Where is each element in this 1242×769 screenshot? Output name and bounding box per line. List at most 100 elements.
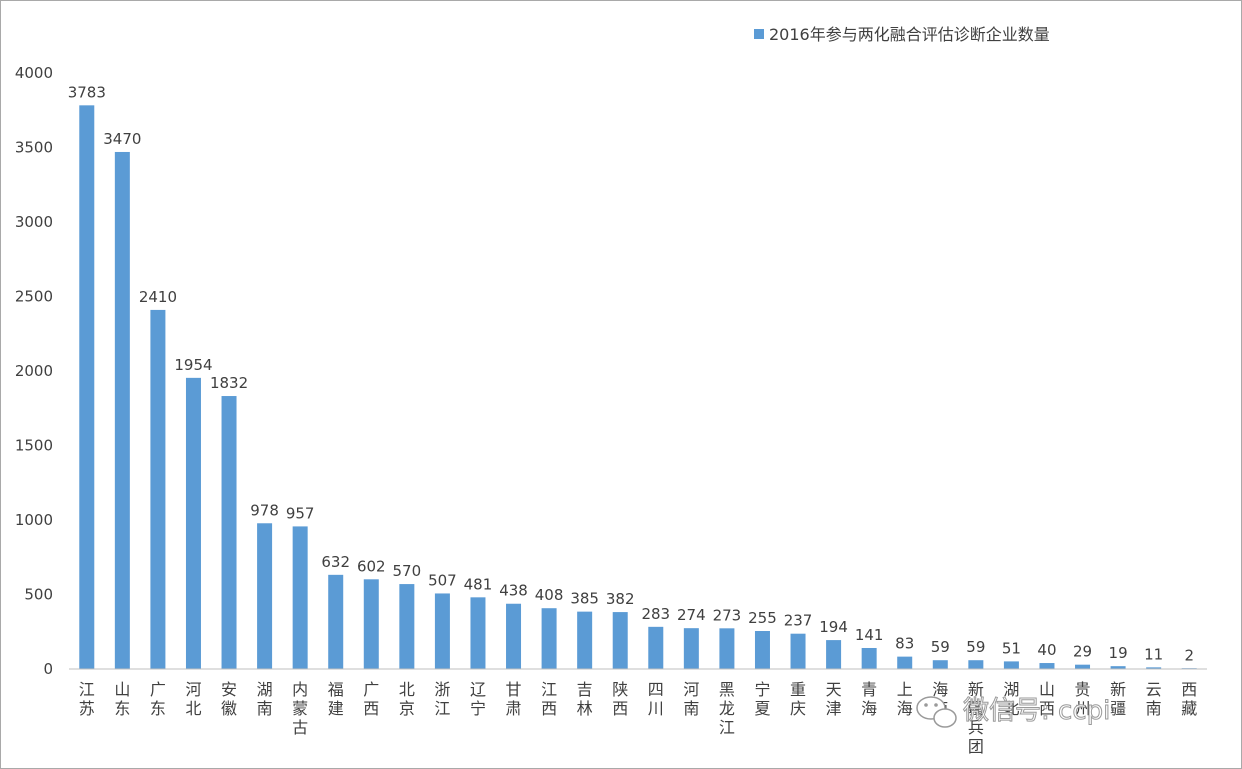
x-tick-label: 新疆兵团 <box>968 680 984 756</box>
y-tick-label: 2500 <box>15 288 53 306</box>
x-tick-label: 广东 <box>150 680 166 718</box>
y-axis: 0 500 1000 1500 2000 2500 3000 3500 4000 <box>15 64 53 678</box>
bar <box>932 660 948 669</box>
data-label: 40 <box>1037 641 1056 659</box>
x-tick-label: 河南 <box>683 680 699 718</box>
data-label: 2410 <box>139 288 177 306</box>
x-tick-label: 黑龙江 <box>719 680 735 737</box>
x-tick-label: 西藏 <box>1181 680 1197 718</box>
x-tick-label: 安徽 <box>221 680 237 718</box>
y-tick-label: 500 <box>24 586 53 604</box>
legend-swatch <box>754 29 764 39</box>
x-tick-label: 四川 <box>648 680 664 718</box>
bar <box>399 584 415 669</box>
x-tick-label: 甘肃 <box>506 680 522 718</box>
bar <box>470 597 486 669</box>
bar <box>257 523 273 669</box>
bar <box>1146 667 1162 669</box>
data-label: 1954 <box>174 356 212 374</box>
bar <box>1110 666 1126 669</box>
bar <box>1075 664 1091 669</box>
bar <box>150 309 166 669</box>
data-label: 957 <box>286 504 315 522</box>
x-tick-label: 内蒙古 <box>292 680 308 737</box>
x-tick-label: 江西 <box>541 680 557 718</box>
watermark-text: 微信号: ccpi <box>963 696 1110 726</box>
bar <box>790 633 806 669</box>
bar <box>292 526 308 669</box>
data-label: 408 <box>535 586 564 604</box>
y-tick-label: 3000 <box>15 213 53 231</box>
legend: 2016年参与两化融合评估诊断企业数量 <box>754 25 1050 44</box>
x-tick-label: 新疆 <box>1110 680 1126 718</box>
x-tick-label: 宁夏 <box>754 680 770 718</box>
data-label: 51 <box>1002 639 1021 657</box>
x-tick-label: 福建 <box>328 680 344 718</box>
bar <box>826 640 842 669</box>
watermark: 微信号: ccpi <box>916 696 1111 728</box>
x-tick-label: 广西 <box>363 680 379 718</box>
data-label: 273 <box>713 606 742 624</box>
data-label: 3783 <box>68 83 106 101</box>
bar <box>328 574 344 669</box>
bar <box>861 647 877 669</box>
data-label: 19 <box>1109 644 1128 662</box>
y-tick-label: 1500 <box>15 437 53 455</box>
data-label: 3470 <box>103 130 141 148</box>
bar <box>648 626 664 669</box>
bars-group <box>79 105 1197 670</box>
data-label: 194 <box>819 618 848 636</box>
data-label: 382 <box>606 590 635 608</box>
x-tick-label: 北京 <box>399 680 415 718</box>
x-tick-label: 山东 <box>114 680 130 718</box>
wechat-logo-icon <box>916 696 957 728</box>
x-tick-label: 云南 <box>1146 680 1162 718</box>
data-label: 2 <box>1184 647 1194 665</box>
x-tick-label: 山西 <box>1039 680 1055 718</box>
data-label: 274 <box>677 606 706 624</box>
data-label: 59 <box>931 638 950 656</box>
x-tick-label: 陕西 <box>612 680 628 718</box>
y-tick-label: 0 <box>43 660 53 678</box>
bar <box>897 656 913 669</box>
data-label: 83 <box>895 635 914 653</box>
x-tick-label: 湖南 <box>257 680 273 718</box>
data-label: 59 <box>966 638 985 656</box>
bar <box>434 593 450 669</box>
data-label: 570 <box>393 562 422 580</box>
x-tick-label: 浙江 <box>434 680 450 718</box>
data-label: 141 <box>855 626 884 644</box>
bar <box>1003 661 1019 669</box>
bar <box>683 628 699 669</box>
data-label: 11 <box>1144 645 1163 663</box>
bar <box>363 579 379 669</box>
bar <box>1039 663 1055 669</box>
data-label: 283 <box>641 605 670 623</box>
bar <box>114 151 130 670</box>
legend-label: 2016年参与两化融合评估诊断企业数量 <box>769 25 1050 44</box>
bar <box>612 612 628 669</box>
bar <box>719 628 735 669</box>
data-label: 602 <box>357 557 386 575</box>
y-tick-label: 4000 <box>15 64 53 82</box>
bar <box>577 611 593 669</box>
x-tick-label: 江苏 <box>79 680 95 718</box>
x-tick-label: 青海 <box>861 680 877 718</box>
bar <box>506 603 522 669</box>
x-tick-label: 辽宁 <box>470 680 486 718</box>
bar <box>754 631 770 669</box>
x-tick-label: 河北 <box>185 680 201 718</box>
x-tick-label: 上海 <box>897 680 913 718</box>
x-tick-label: 湖北 <box>1003 680 1019 718</box>
data-label: 255 <box>748 609 777 627</box>
data-label: 438 <box>499 582 528 600</box>
bar <box>79 105 95 669</box>
data-label: 978 <box>250 501 279 519</box>
x-tick-label: 重庆 <box>790 680 806 718</box>
y-tick-label: 3500 <box>15 139 53 157</box>
data-label: 1832 <box>210 374 248 392</box>
